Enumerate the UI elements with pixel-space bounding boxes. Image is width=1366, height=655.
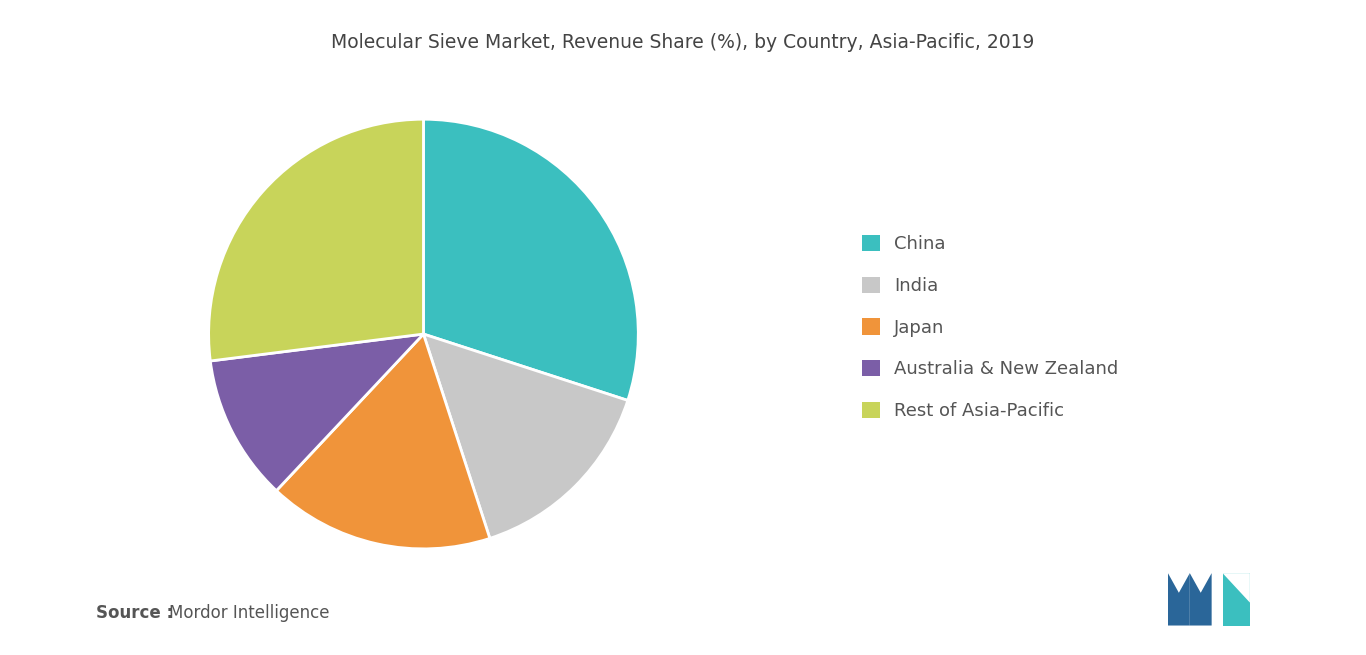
- Wedge shape: [276, 334, 490, 549]
- Legend: China, India, Japan, Australia & New Zealand, Rest of Asia-Pacific: China, India, Japan, Australia & New Zea…: [855, 228, 1126, 427]
- Wedge shape: [210, 334, 423, 491]
- Text: Mordor Intelligence: Mordor Intelligence: [169, 605, 329, 622]
- Polygon shape: [1223, 573, 1250, 626]
- Text: Molecular Sieve Market, Revenue Share (%), by Country, Asia-Pacific, 2019: Molecular Sieve Market, Revenue Share (%…: [332, 33, 1034, 52]
- Text: Source :: Source :: [96, 605, 179, 622]
- Polygon shape: [1168, 573, 1190, 626]
- Polygon shape: [1190, 573, 1212, 626]
- Wedge shape: [209, 119, 423, 361]
- Wedge shape: [423, 334, 628, 538]
- Wedge shape: [423, 119, 638, 400]
- Polygon shape: [1223, 573, 1250, 603]
